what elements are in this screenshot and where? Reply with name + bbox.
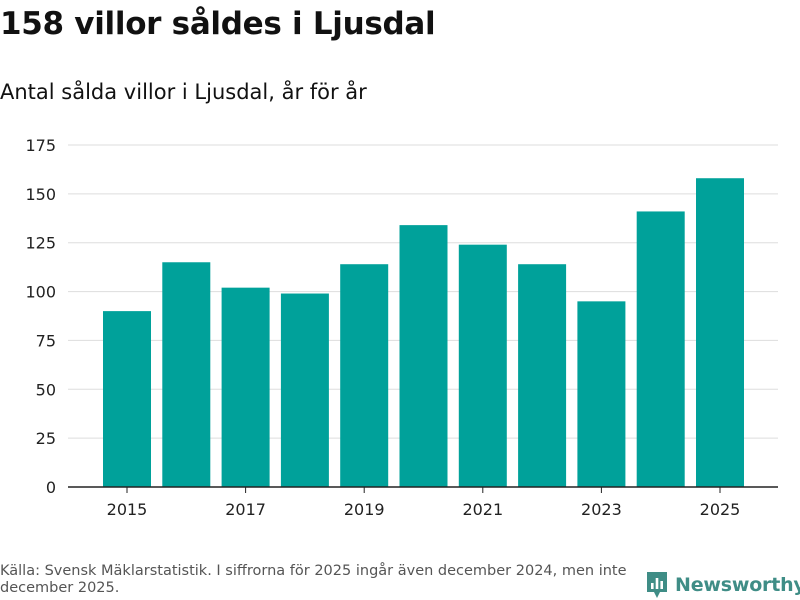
x-axis-ticks: 2015 2017 2019 2021 2023 2025 xyxy=(107,487,741,519)
y-tick-label-125: 125 xyxy=(25,234,56,253)
y-tick-label-50: 50 xyxy=(36,380,56,399)
x-tick-label-2025: 2025 xyxy=(700,500,741,519)
bar-2019 xyxy=(340,264,389,487)
y-tick-label-75: 75 xyxy=(36,331,56,350)
chart-title: 158 villor såldes i Ljusdal xyxy=(0,6,436,42)
source-note: Källa: Svensk Mäklarstatistik. I siffror… xyxy=(0,563,627,596)
y-tick-label-100: 100 xyxy=(25,283,56,302)
bar-2015 xyxy=(103,311,151,487)
bar-2024 xyxy=(636,211,685,487)
chart-subtitle: Antal sålda villor i Ljusdal, år för år xyxy=(0,80,367,104)
y-tick-label-175: 175 xyxy=(25,136,56,155)
bar-2023 xyxy=(577,301,626,487)
brand-name: Newsworthy xyxy=(675,574,800,596)
bar-2020 xyxy=(399,225,448,487)
bar-2022 xyxy=(518,264,567,487)
y-tick-label-0: 0 xyxy=(46,478,56,497)
x-tick-label-2015: 2015 xyxy=(107,500,148,519)
x-tick-label-2023: 2023 xyxy=(581,500,622,519)
bar-2021 xyxy=(458,244,507,487)
bar-2016 xyxy=(162,262,211,487)
bar-2018 xyxy=(280,293,329,487)
bar-2025 xyxy=(696,178,744,488)
y-tick-label-150: 150 xyxy=(25,185,56,204)
x-tick-label-2019: 2019 xyxy=(344,500,385,519)
newsworthy-icon xyxy=(647,572,667,598)
x-tick-label-2017: 2017 xyxy=(225,500,266,519)
y-tick-label-25: 25 xyxy=(36,429,56,448)
brand-logo[interactable]: Newsworthy xyxy=(645,570,800,600)
bar-chart: 0 25 50 75 100 125 150 175 2015 2017 2019 2021 2023… xyxy=(25,136,778,519)
y-axis-ticks: 0 25 50 75 100 125 150 175 xyxy=(25,136,56,497)
bar-2017 xyxy=(221,287,270,487)
x-tick-label-2021: 2021 xyxy=(462,500,503,519)
bars xyxy=(103,178,744,488)
